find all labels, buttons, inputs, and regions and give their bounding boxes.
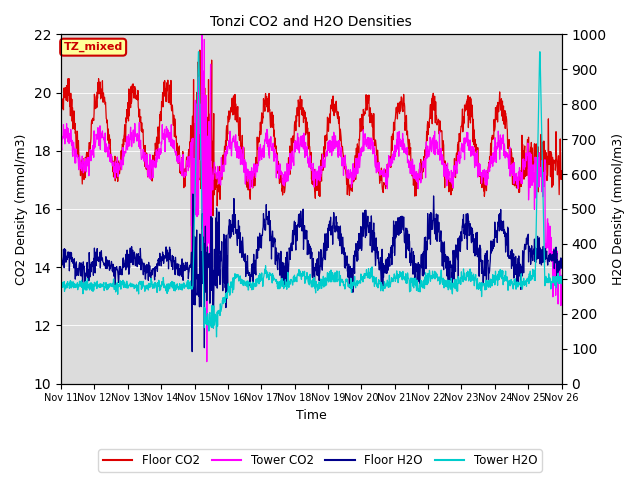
Floor CO2 bbox=[156, 116, 164, 121]
Legend: Floor CO2, Tower CO2, Floor H2O, Tower H2O: Floor CO2, Tower CO2, Floor H2O, Tower H… bbox=[98, 449, 542, 472]
Floor CO2 bbox=[499, 118, 507, 123]
Tower H2O bbox=[57, 282, 65, 288]
Line: Tower H2O: Tower H2O bbox=[61, 52, 561, 337]
Tower H2O bbox=[168, 285, 176, 291]
Floor H2O bbox=[168, 252, 176, 258]
Y-axis label: CO2 Density (mmol/m3): CO2 Density (mmol/m3) bbox=[15, 133, 28, 285]
Tower CO2 bbox=[455, 149, 463, 155]
Tower CO2 bbox=[203, 359, 211, 364]
Tower CO2 bbox=[198, 32, 205, 37]
Floor CO2 bbox=[557, 176, 565, 182]
Tower CO2 bbox=[389, 152, 397, 157]
Tower CO2 bbox=[57, 141, 65, 146]
Tower CO2 bbox=[499, 135, 507, 141]
Floor H2O bbox=[189, 191, 196, 197]
Tower H2O bbox=[389, 278, 397, 284]
Floor CO2 bbox=[57, 96, 65, 101]
Tower H2O bbox=[499, 268, 507, 274]
Text: TZ_mixed: TZ_mixed bbox=[63, 42, 123, 52]
Floor H2O bbox=[455, 235, 463, 241]
Tower CO2 bbox=[225, 137, 233, 143]
Tower CO2 bbox=[168, 136, 176, 142]
Floor CO2 bbox=[455, 151, 463, 156]
Y-axis label: H2O Density (mmol/m3): H2O Density (mmol/m3) bbox=[612, 133, 625, 285]
Floor CO2 bbox=[168, 102, 176, 108]
Floor H2O bbox=[57, 259, 65, 265]
Floor H2O bbox=[499, 219, 507, 225]
Floor CO2 bbox=[188, 265, 195, 271]
Title: Tonzi CO2 and H2O Densities: Tonzi CO2 and H2O Densities bbox=[211, 15, 412, 29]
Tower H2O bbox=[195, 49, 202, 55]
Floor H2O bbox=[156, 257, 164, 263]
Floor H2O bbox=[188, 349, 196, 355]
Tower H2O bbox=[225, 283, 233, 289]
Tower H2O bbox=[455, 280, 463, 286]
Line: Tower CO2: Tower CO2 bbox=[61, 35, 561, 361]
Floor CO2 bbox=[196, 47, 204, 53]
Tower CO2 bbox=[156, 152, 164, 157]
Floor CO2 bbox=[389, 137, 397, 143]
Floor H2O bbox=[389, 243, 397, 249]
Tower H2O bbox=[212, 334, 220, 340]
Floor H2O bbox=[225, 223, 233, 229]
Tower H2O bbox=[156, 282, 164, 288]
Tower H2O bbox=[557, 281, 565, 287]
Tower CO2 bbox=[557, 281, 565, 287]
Floor CO2 bbox=[225, 108, 233, 114]
X-axis label: Time: Time bbox=[296, 409, 326, 422]
Line: Floor CO2: Floor CO2 bbox=[61, 50, 561, 268]
Line: Floor H2O: Floor H2O bbox=[61, 194, 561, 352]
Floor H2O bbox=[557, 265, 565, 271]
